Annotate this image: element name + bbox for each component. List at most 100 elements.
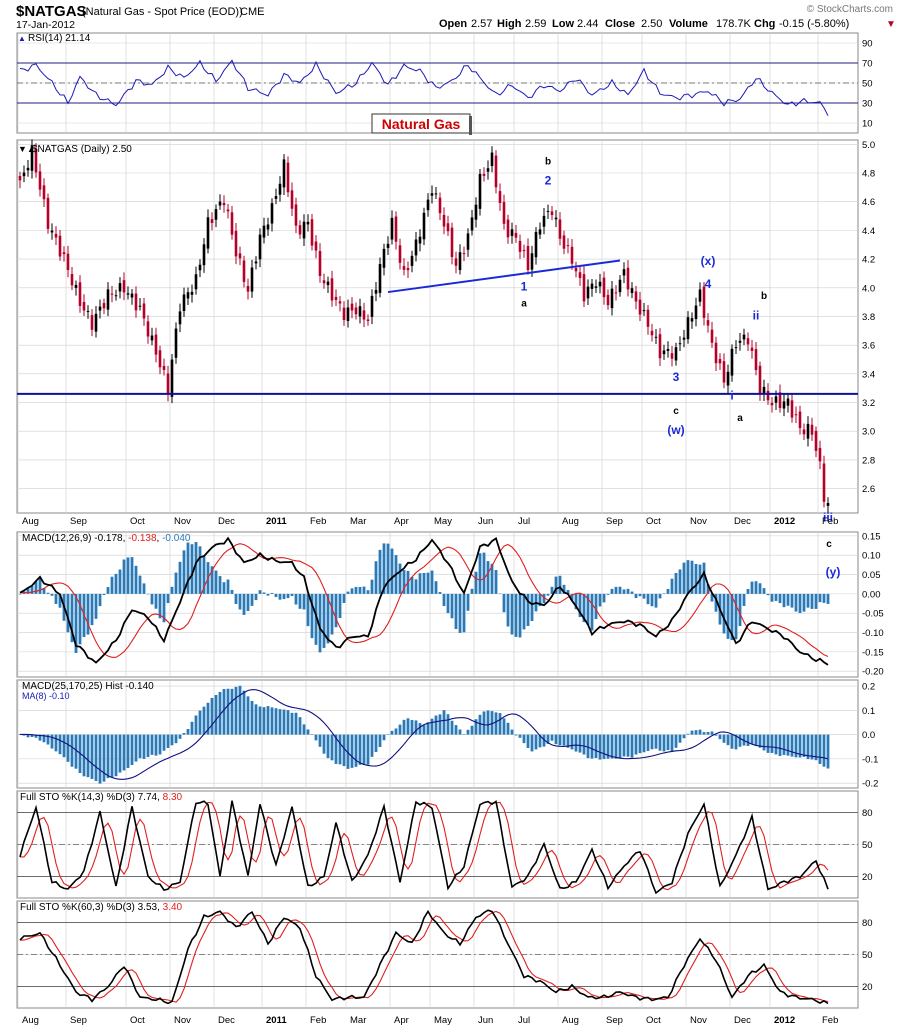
macd2-histogram-bar bbox=[438, 714, 442, 735]
macd2-histogram-bar bbox=[338, 734, 342, 765]
price-candle-body bbox=[250, 267, 254, 292]
macd1-histogram-bar bbox=[294, 593, 298, 605]
macd1-histogram-bar bbox=[214, 570, 218, 594]
macd1-histogram-bar bbox=[734, 593, 738, 640]
macd1-histogram-bar bbox=[130, 557, 134, 594]
macd2-histogram-bar bbox=[454, 725, 458, 735]
macd1-histogram-bar bbox=[582, 593, 586, 623]
macd1-histogram-bar bbox=[374, 561, 378, 594]
x-tick-label: Aug bbox=[22, 516, 39, 527]
price-candle-body bbox=[502, 202, 506, 224]
macd1-histogram-bar bbox=[750, 581, 754, 594]
low-label: Low bbox=[552, 18, 574, 30]
price-candle-body bbox=[446, 223, 450, 232]
price-candle-body bbox=[214, 209, 218, 220]
macd1-histogram-bar bbox=[246, 593, 250, 611]
macd1-histogram-bar bbox=[430, 570, 434, 594]
price-candle-body bbox=[350, 303, 354, 311]
wave-label: 4 bbox=[705, 277, 712, 291]
price-candle-body bbox=[622, 269, 626, 276]
macd2-histogram-bar bbox=[546, 734, 550, 744]
macd2-histogram-bar bbox=[346, 734, 350, 769]
price-candle-body bbox=[194, 274, 198, 290]
macd2-histogram-bar bbox=[686, 733, 690, 735]
macd1-histogram-bar bbox=[790, 593, 794, 608]
macd2-histogram-bar bbox=[670, 734, 674, 752]
price-candle-body bbox=[602, 277, 606, 298]
wave-label: (w) bbox=[667, 423, 684, 437]
price-candle-body bbox=[618, 279, 622, 293]
macd2-histogram-bar bbox=[246, 696, 250, 735]
macd2-histogram-bar bbox=[774, 734, 778, 755]
macd2-y-tick: -0.2 bbox=[862, 779, 878, 790]
price-candle-body bbox=[470, 217, 474, 231]
price-candle-body bbox=[418, 236, 422, 244]
price-candle-body bbox=[162, 365, 166, 370]
macd2-legend-ma: MA(8) -0.10 bbox=[22, 691, 70, 701]
price-candle-body bbox=[354, 307, 358, 315]
wave-label: b bbox=[545, 156, 551, 167]
macd1-histogram-bar bbox=[626, 588, 630, 594]
macd1-histogram-bar bbox=[650, 593, 654, 607]
macd1-histogram-bar bbox=[238, 593, 242, 610]
macd1-histogram-bar bbox=[474, 571, 478, 594]
price-candle-body bbox=[574, 267, 578, 272]
macd1-histogram-bar bbox=[502, 593, 506, 613]
price-candle-body bbox=[542, 215, 546, 227]
macd1-histogram-bar bbox=[122, 559, 126, 594]
macd2-histogram-bar bbox=[446, 714, 450, 735]
macd1-y-tick: 0.00 bbox=[862, 589, 881, 600]
x-tick-label: Dec bbox=[218, 1015, 235, 1026]
price-candle-body bbox=[478, 173, 482, 209]
macd1-histogram-bar bbox=[566, 590, 570, 594]
macd1-histogram-bar bbox=[702, 562, 706, 594]
macd1-histogram-bar bbox=[618, 586, 622, 594]
price-candle-body bbox=[578, 272, 582, 278]
macd2-histogram-bar bbox=[322, 734, 326, 754]
price-candle-body bbox=[526, 246, 530, 271]
macd2-histogram-bar bbox=[818, 734, 822, 764]
x-tick-label: Feb bbox=[822, 1015, 838, 1026]
macd2-histogram-bar bbox=[122, 734, 126, 771]
macd2-histogram-bar bbox=[426, 722, 430, 735]
macd1-histogram-bar bbox=[66, 593, 70, 633]
price-candle-body bbox=[790, 400, 794, 418]
x-tick-label: Nov bbox=[174, 516, 191, 527]
natural-gas-badge: Natural Gas bbox=[382, 116, 461, 132]
price-y-tick: 5.0 bbox=[862, 140, 875, 151]
macd2-histogram-bar bbox=[462, 734, 466, 735]
macd2-histogram-bar bbox=[602, 734, 606, 760]
price-candle-body bbox=[510, 229, 514, 236]
macd2-histogram-bar bbox=[666, 734, 670, 751]
price-candle-body bbox=[722, 361, 726, 383]
price-candle-body bbox=[734, 347, 738, 349]
macd1-histogram-bar bbox=[798, 593, 802, 614]
macd1-histogram-bar bbox=[526, 593, 530, 627]
macd2-histogram-bar bbox=[278, 709, 282, 735]
macd1-histogram-bar bbox=[558, 575, 562, 594]
macd2-histogram-bar bbox=[190, 721, 194, 735]
macd2-histogram-bar bbox=[302, 724, 306, 735]
price-candle-body bbox=[698, 289, 702, 302]
price-candle-body bbox=[158, 350, 162, 368]
price-candle-body bbox=[658, 334, 662, 359]
macd1-histogram-bar bbox=[546, 593, 550, 596]
sto2-legend: Full STO %K(60,3) %D(3) 3.53, 3.40 bbox=[20, 902, 183, 913]
price-candle-body bbox=[150, 335, 154, 341]
macd1-histogram-bar bbox=[174, 572, 178, 594]
price-candle-body bbox=[206, 217, 210, 249]
price-candle-body bbox=[710, 329, 714, 343]
macd1-histogram-bar bbox=[690, 560, 694, 594]
price-candle-body bbox=[346, 307, 350, 321]
x-tick-label: Dec bbox=[734, 516, 751, 527]
macd1-histogram-bar bbox=[354, 586, 358, 594]
macd1-histogram-bar bbox=[378, 549, 382, 594]
macd1-histogram-bar bbox=[326, 593, 330, 644]
macd2-histogram-bar bbox=[266, 706, 270, 735]
macd2-histogram-bar bbox=[106, 734, 110, 779]
macd2-histogram-bar bbox=[406, 718, 410, 735]
macd2-histogram-bar bbox=[790, 734, 794, 757]
macd2-histogram-bar bbox=[66, 734, 70, 762]
macd2-histogram-bar bbox=[250, 700, 254, 735]
macd2-histogram-bar bbox=[562, 734, 566, 746]
